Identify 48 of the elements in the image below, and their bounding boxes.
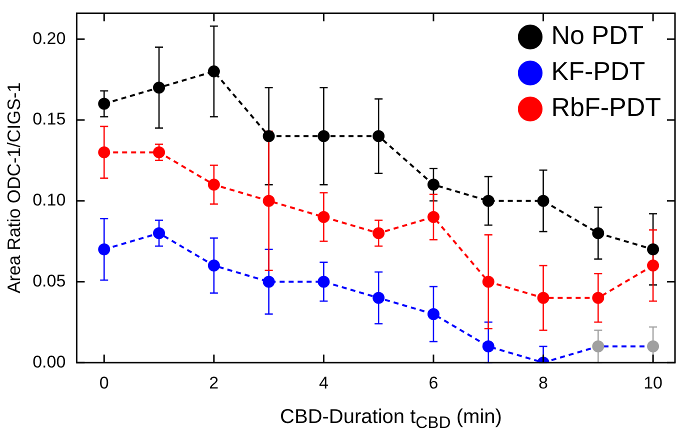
point [592, 340, 604, 352]
point [592, 227, 604, 240]
x-axis-title: CBD-Duration t$_{CBD}$ (min) [279, 406, 503, 433]
point [318, 130, 330, 142]
point [262, 276, 275, 288]
point [98, 98, 110, 110]
point [647, 340, 660, 352]
y-tick-label: 0.20 [32, 28, 66, 48]
point [427, 308, 440, 320]
y-tick-label: 0.00 [32, 352, 66, 372]
x-tick-label: 10 [644, 373, 663, 392]
legend-label: No PDT [551, 20, 644, 50]
point [427, 178, 440, 191]
point [98, 243, 110, 256]
x-tick-label: 0 [99, 373, 109, 392]
point [208, 65, 220, 78]
point [262, 130, 275, 142]
point [592, 292, 604, 304]
x-tick-label: 6 [428, 373, 438, 392]
point [537, 292, 550, 304]
x-tick-label: 4 [318, 373, 328, 392]
point [647, 260, 660, 272]
point [153, 227, 166, 240]
y-tick-label: 0.10 [32, 190, 66, 210]
point [372, 292, 385, 304]
point [372, 130, 385, 142]
y-tick-label: 0.15 [32, 110, 66, 129]
point [208, 178, 220, 191]
point [318, 211, 330, 224]
point [427, 211, 440, 224]
point [482, 276, 494, 288]
point [153, 146, 166, 158]
point [98, 146, 110, 158]
point [482, 340, 494, 352]
point [372, 227, 385, 240]
y-tick-label: 0.05 [32, 271, 66, 290]
y-axis-title: Area Ratio ODC-1/CIGS-1 [4, 82, 24, 294]
legend-label: KF-PDT [551, 56, 646, 86]
point [647, 243, 660, 256]
point [153, 82, 166, 94]
x-tick-label: 2 [209, 373, 219, 392]
point [208, 260, 220, 272]
point [537, 194, 550, 207]
x-tick-label: 8 [538, 373, 548, 392]
point [482, 194, 494, 207]
point [318, 276, 330, 288]
point [262, 194, 275, 207]
legend-label: RbF-PDT [551, 92, 662, 122]
